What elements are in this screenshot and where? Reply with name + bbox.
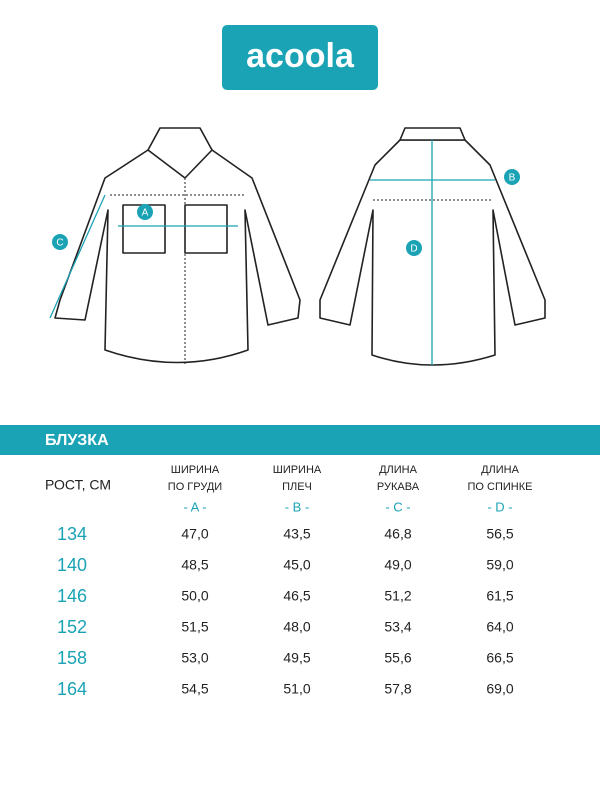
marker-circle — [504, 169, 520, 185]
section-band — [0, 425, 600, 455]
marker-circle — [137, 204, 153, 220]
section-title: БЛУЗКА — [45, 432, 109, 449]
row-size: 164 — [57, 679, 87, 699]
cell: 69,0 — [486, 681, 513, 697]
cell: 61,5 — [486, 588, 513, 604]
cell: 46,8 — [384, 526, 411, 542]
column-header: ПО ГРУДИ — [168, 481, 222, 493]
column-code: - A - — [183, 499, 206, 514]
row-size: 134 — [57, 524, 87, 544]
marker-label: D — [410, 244, 417, 255]
column-code: - B - — [285, 499, 310, 514]
cell: 53,4 — [384, 619, 411, 635]
cell: 45,0 — [283, 557, 310, 573]
cell: 54,5 — [181, 681, 208, 697]
cell: 43,5 — [283, 526, 310, 542]
column-header: РУКАВА — [377, 481, 420, 493]
column-header: ПЛЕЧ — [282, 481, 312, 493]
row-size: 158 — [57, 648, 87, 668]
cell: 64,0 — [486, 619, 513, 635]
cell: 48,0 — [283, 619, 310, 635]
front-shirt — [49, 127, 301, 365]
logo: acoola — [246, 37, 355, 75]
cell: 57,8 — [384, 681, 411, 697]
cell: 55,6 — [384, 650, 411, 666]
cell: 49,0 — [384, 557, 411, 573]
column-code: - D - — [487, 499, 512, 514]
column-header: ШИРИНА — [171, 464, 220, 476]
measure-markers: A B C D — [52, 169, 520, 256]
cell: 56,5 — [486, 526, 513, 542]
marker-label: A — [142, 208, 149, 219]
row-size: 140 — [57, 555, 87, 575]
logo-box — [222, 25, 378, 90]
marker-label: C — [56, 238, 63, 249]
cell: 59,0 — [486, 557, 513, 573]
cell: 51,0 — [283, 681, 310, 697]
marker-circle — [52, 234, 68, 250]
marker-circle — [406, 240, 422, 256]
size-table: РОСТ, СМ ШИРИНА ПО ГРУДИ - A - ШИРИНА ПЛЕЧ - B… — [45, 464, 532, 699]
column-header: ШИРИНА — [273, 464, 322, 476]
marker-label: B — [509, 173, 516, 184]
cell: 50,0 — [181, 588, 208, 604]
column-header: ДЛИНА — [481, 464, 520, 476]
cell: 46,5 — [283, 588, 310, 604]
column-header: ДЛИНА — [379, 464, 418, 476]
cell: 49,5 — [283, 650, 310, 666]
column-header: ПО СПИНКЕ — [468, 481, 533, 493]
back-shirt — [319, 127, 546, 366]
cell: 48,5 — [181, 557, 208, 573]
cell: 51,2 — [384, 588, 411, 604]
row-size: 152 — [57, 617, 87, 637]
cell: 47,0 — [181, 526, 208, 542]
column-code: - C - — [385, 499, 410, 514]
cell: 51,5 — [181, 619, 208, 635]
row-size: 146 — [57, 586, 87, 606]
cell: 53,0 — [181, 650, 208, 666]
cell: 66,5 — [486, 650, 513, 666]
column-header: РОСТ, СМ — [45, 477, 111, 493]
